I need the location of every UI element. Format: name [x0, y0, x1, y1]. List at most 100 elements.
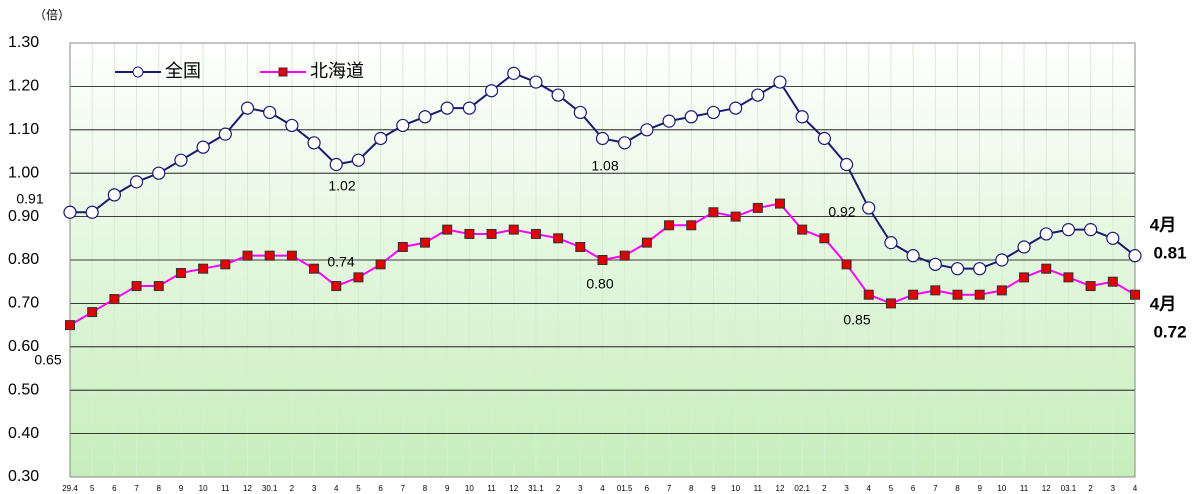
marker	[662, 114, 676, 128]
x-tick-label: 6	[645, 484, 650, 493]
x-tick-label: 7	[933, 484, 938, 493]
marker	[1063, 272, 1074, 283]
x-tick-label: 2	[290, 484, 295, 493]
marker	[686, 220, 697, 231]
marker	[329, 157, 343, 172]
marker	[196, 140, 210, 154]
x-tick-label: 8	[157, 484, 162, 493]
annotation: 0.81	[1153, 243, 1186, 262]
x-tick-label: 7	[667, 484, 672, 493]
x-tick-label: 30.1	[262, 484, 278, 493]
x-tick-label: 03.1	[1061, 484, 1077, 493]
x-tick-label: 3	[1111, 484, 1116, 493]
annotation: 0.91	[16, 191, 43, 207]
x-tick-label: 10	[731, 484, 740, 493]
marker	[397, 241, 408, 252]
annotation: 0.85	[843, 312, 870, 328]
x-tick-label: 01.5	[617, 484, 633, 493]
y-tick-label: 0.60	[8, 338, 39, 355]
marker	[1039, 227, 1053, 241]
marker	[775, 198, 785, 209]
annotation: 0.92	[828, 204, 855, 220]
x-tick-label: 10	[465, 484, 474, 493]
marker	[884, 236, 898, 250]
marker	[264, 250, 275, 261]
marker	[442, 224, 453, 235]
y-tick-label: 0.70	[8, 295, 39, 312]
marker	[619, 250, 630, 261]
annotation: 1.08	[591, 158, 618, 174]
x-tick-label: 2	[822, 484, 827, 493]
marker	[996, 285, 1007, 296]
marker	[174, 153, 188, 167]
marker	[1061, 223, 1076, 237]
marker	[906, 249, 920, 263]
x-tick-label: 4	[867, 484, 872, 493]
marker	[374, 131, 388, 146]
marker	[109, 294, 120, 305]
marker	[664, 220, 675, 231]
marker	[817, 131, 831, 146]
marker	[486, 228, 497, 239]
marker	[1084, 223, 1098, 237]
marker	[218, 127, 232, 141]
marker	[286, 250, 297, 261]
annotation: 0.72	[1153, 322, 1186, 341]
marker	[1085, 281, 1096, 292]
marker	[1041, 263, 1052, 274]
marker	[418, 110, 432, 124]
marker	[995, 253, 1009, 267]
marker	[331, 281, 342, 292]
x-tick-label: 11	[221, 484, 230, 493]
x-tick-label: 9	[711, 484, 716, 493]
y-tick-label: 0.40	[8, 425, 39, 442]
marker	[220, 259, 231, 270]
marker	[1128, 249, 1142, 263]
x-tick-label: 5	[889, 484, 894, 493]
marker	[730, 211, 741, 222]
y-axis-label: （倍）	[34, 7, 70, 22]
annotation: 1.02	[328, 178, 355, 194]
marker	[198, 263, 209, 274]
x-tick-label: 9	[179, 484, 184, 493]
x-tick-label: 11	[754, 484, 763, 493]
marker	[597, 255, 608, 265]
marker	[1106, 231, 1120, 245]
marker	[773, 75, 787, 89]
annotation: 0.74	[327, 254, 354, 270]
marker	[862, 201, 876, 215]
marker	[285, 118, 299, 133]
y-tick-label: 0.30	[8, 468, 39, 485]
y-tick-label: 0.90	[8, 208, 39, 225]
marker	[309, 263, 320, 274]
marker	[641, 237, 652, 248]
marker	[63, 205, 77, 219]
marker	[751, 88, 765, 102]
marker	[553, 233, 564, 244]
marker	[307, 136, 321, 150]
marker	[85, 205, 99, 219]
marker	[65, 320, 75, 331]
marker	[974, 289, 985, 300]
marker	[575, 241, 586, 252]
x-tick-label: 3	[578, 484, 583, 493]
legend-label: 北海道	[310, 61, 364, 81]
marker	[551, 88, 565, 102]
marker	[107, 188, 121, 202]
x-tick-label: 3	[312, 484, 317, 493]
x-tick-label: 4	[600, 484, 605, 493]
x-tick-label: 8	[955, 484, 960, 493]
y-tick-label: 1.00	[8, 164, 39, 181]
annotation: 4月	[1150, 215, 1176, 234]
legend-label: 全国	[165, 61, 201, 81]
marker	[729, 101, 743, 115]
x-tick-label: 12	[776, 484, 785, 493]
marker	[351, 153, 366, 167]
marker	[530, 228, 541, 239]
marker	[1017, 240, 1031, 254]
x-tick-label: 4	[1133, 484, 1138, 493]
x-tick-label: 6	[378, 484, 383, 493]
marker	[508, 224, 519, 235]
marker	[752, 202, 763, 213]
annotation: 0.65	[34, 352, 61, 368]
